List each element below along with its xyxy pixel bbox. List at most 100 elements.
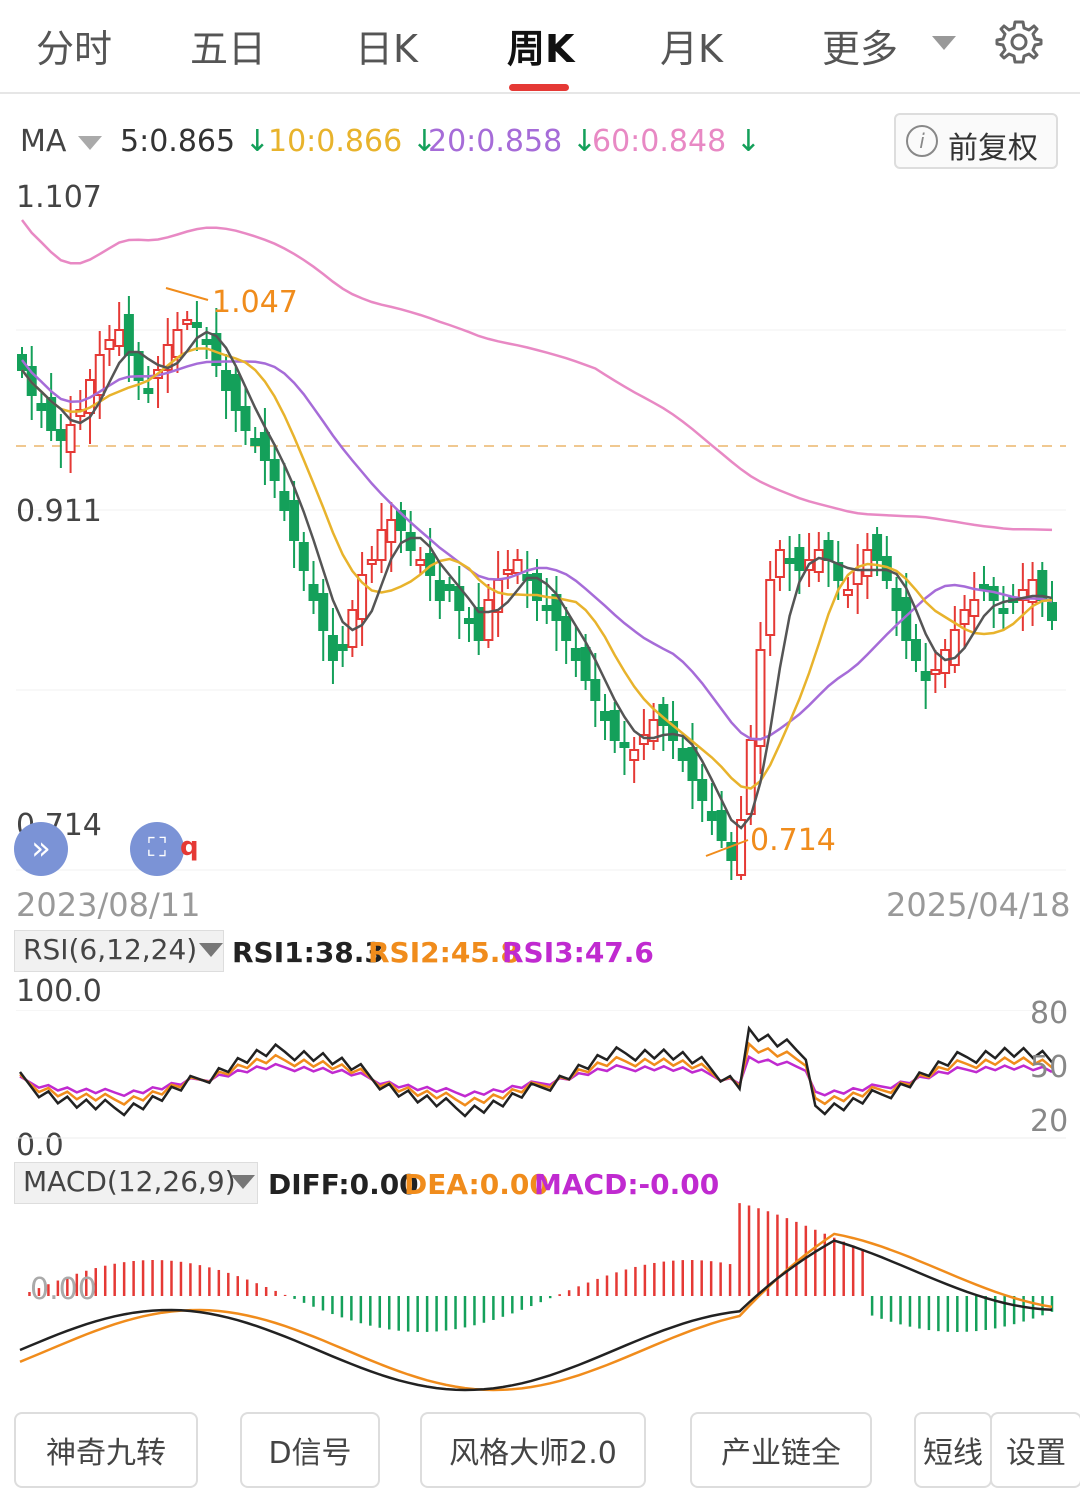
candle-body (75, 409, 86, 417)
candle-body (94, 354, 105, 396)
macd-vals-2: MACD:-0.00 (534, 1168, 720, 1201)
ma20-line (21, 359, 1053, 741)
dea-line (19, 1232, 1053, 1392)
chevron-down-icon (231, 1175, 255, 1189)
candle-body (473, 607, 484, 641)
chevron-down-icon[interactable] (932, 36, 956, 50)
candle-body (269, 459, 280, 481)
candle-body (940, 649, 951, 674)
down-arrow-icon: ↓ (244, 124, 270, 159)
btn-d-signal[interactable]: D信号 (240, 1412, 380, 1488)
rsi-selector[interactable]: RSI(6,12,24) (14, 930, 224, 972)
start-date: 2023/08/11 (16, 886, 201, 924)
down-arrow-icon: ↓ (411, 124, 437, 159)
ma-dropdown-icon[interactable] (78, 136, 102, 150)
candle-body (36, 403, 47, 411)
macd-label: MACD(12,26,9) (23, 1165, 236, 1198)
fullscreen-icon[interactable]: ⛶ (130, 822, 184, 876)
adjust-button-label: 前复权 (948, 131, 1038, 166)
candle-body (434, 580, 445, 601)
candle-body (619, 742, 630, 748)
candle-body (230, 374, 241, 411)
candle-body (998, 608, 1009, 614)
gear-icon[interactable] (995, 18, 1043, 66)
candle-body (716, 810, 727, 841)
ma-value-0: 5:0.865 ↓ (120, 124, 270, 159)
macd-selector[interactable]: MACD(12,26,9) (14, 1162, 258, 1204)
candle-body (668, 721, 679, 741)
rsi-vals-2: RSI3:47.6 (502, 936, 654, 969)
btn-industry-chain-label: 产业链全 (721, 1436, 841, 1471)
candle-body (872, 534, 883, 561)
btn-magic-nine-label: 神奇九转 (46, 1436, 166, 1471)
candle-body (182, 319, 193, 325)
candle-body (969, 599, 980, 617)
ma60-line (21, 219, 1053, 532)
tab-intraday[interactable]: 分时 (36, 27, 113, 71)
candle-body (512, 559, 523, 574)
down-arrow-icon: ↓ (571, 124, 597, 159)
candle-body (308, 584, 319, 601)
candle-body (765, 579, 776, 636)
candle-body (706, 811, 717, 821)
macd-chart[interactable] (0, 1200, 1080, 1400)
candle-body (687, 747, 698, 781)
candle-body (65, 424, 76, 453)
macd-zero-label: 0.00 (30, 1272, 97, 1307)
candle-body (201, 339, 212, 345)
candle-body (794, 547, 805, 571)
candle-body (852, 569, 863, 585)
candle-body (891, 588, 902, 611)
candle-body (221, 370, 232, 391)
tab-five-day[interactable]: 五日 (190, 27, 267, 71)
candle-body (162, 344, 173, 371)
fullscreen-suffix: q (180, 832, 199, 862)
tab-daily-k[interactable]: 日K (355, 27, 418, 71)
ma-value-2: 20:0.858 ↓ (428, 124, 597, 159)
candle-body (240, 406, 251, 431)
active-tab-indicator (509, 84, 569, 91)
rsi-chart[interactable] (0, 1010, 1080, 1140)
candle-body (561, 616, 572, 641)
candlestick-chart[interactable]: 1.047 0.714 (0, 180, 1080, 880)
tab-monthly-k[interactable]: 月K (660, 27, 723, 71)
candle-body (483, 599, 494, 641)
candle-body (784, 558, 795, 564)
candle-body (405, 532, 416, 551)
btn-style-master[interactable]: 风格大师2.0 (420, 1412, 646, 1488)
btn-settings[interactable]: 设置 (990, 1412, 1080, 1488)
candle-body (415, 559, 426, 566)
candle-body (337, 644, 348, 651)
candle-body (648, 719, 659, 742)
candle-body (580, 647, 591, 681)
rsi-tick-50: 50 (1030, 1050, 1069, 1085)
candle-body (1017, 589, 1028, 601)
adjust-button[interactable]: i 前复权 (894, 113, 1058, 169)
candle-body (570, 648, 581, 661)
tab-weekly-k[interactable]: 周K (507, 27, 575, 71)
tab-more[interactable]: 更多 (822, 27, 899, 71)
ma-label[interactable]: MA (20, 124, 67, 159)
btn-short-term-label: 短线 (923, 1436, 983, 1471)
btn-industry-chain[interactable]: 产业链全 (690, 1412, 872, 1488)
candle-body (823, 540, 834, 561)
candle-body (395, 510, 406, 531)
btn-style-master-label: 风格大师2.0 (449, 1436, 617, 1471)
expand-icon[interactable]: » (14, 822, 68, 876)
candle-body (104, 339, 115, 350)
candle-body (755, 649, 766, 747)
diff-line (19, 1239, 1053, 1392)
btn-short-term[interactable]: 短线 (914, 1412, 992, 1488)
candle-body (629, 749, 640, 761)
btn-magic-nine[interactable]: 神奇九转 (14, 1412, 198, 1488)
candle-body (677, 748, 688, 761)
candle-body (774, 549, 785, 578)
candle-body (638, 734, 649, 745)
candle-body (366, 559, 377, 565)
rsi-label: RSI(6,12,24) (23, 933, 198, 966)
price-axis-mid: 0.911 (16, 494, 102, 529)
candle-body (172, 329, 183, 358)
candle-body (532, 573, 542, 601)
candle-body (114, 329, 125, 347)
high-annotation: 1.047 (212, 285, 298, 320)
